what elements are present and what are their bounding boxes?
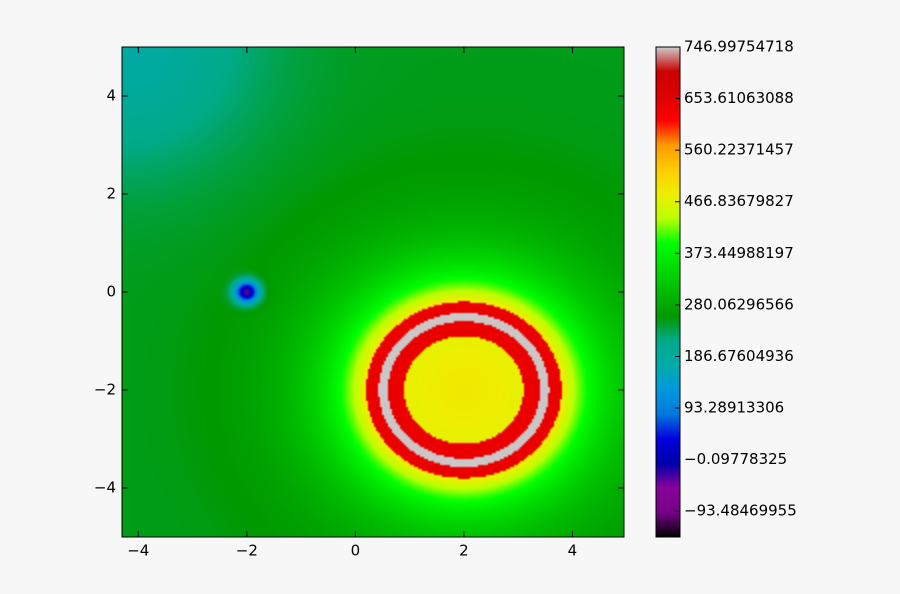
colorbar-tick-label: 93.28913306 [684, 399, 784, 417]
colorbar-ticks: 746.99754718 653.61063088 560.22371457 466.… [675, 38, 797, 520]
y-tick-label: 2 [106, 185, 116, 203]
x-axis: −4 −2 0 2 4 [127, 47, 577, 560]
colorbar-frame [655, 46, 681, 538]
colorbar-tick-label: 186.67604936 [684, 347, 794, 365]
colorbar-tick-label: 280.06296566 [684, 295, 794, 313]
plot-area: −4 −2 0 2 4 4 2 0 −2 −4 [94, 46, 625, 560]
heatmap-field [122, 47, 624, 537]
colorbar-fill [656, 47, 680, 537]
y-axis: 4 2 0 −2 −4 [94, 87, 624, 497]
colorbar-tick-label: 466.83679827 [684, 192, 794, 210]
colorbar-tick-label: 560.22371457 [684, 141, 794, 159]
x-tick-label: −4 [127, 542, 149, 560]
y-tick-label: 0 [106, 283, 116, 301]
y-tick-label: −4 [94, 479, 116, 497]
y-tick-label: −2 [94, 381, 116, 399]
x-tick-label: 2 [459, 542, 469, 560]
colorbar-tick-label: −93.48469955 [684, 502, 797, 520]
x-tick-label: 4 [568, 542, 578, 560]
colorbar: 746.99754718 653.61063088 560.22371457 466.… [655, 38, 797, 538]
colorbar-tick-label: 373.44988197 [684, 244, 794, 262]
y-tick-label: 4 [106, 87, 116, 105]
x-tick-label: −2 [236, 542, 258, 560]
colorbar-tick-label: −0.09778325 [684, 450, 787, 468]
x-tick-label: 0 [351, 542, 361, 560]
colorbar-tick-label: 746.99754718 [684, 38, 794, 56]
colorbar-tick-label: 653.61063088 [684, 89, 794, 107]
